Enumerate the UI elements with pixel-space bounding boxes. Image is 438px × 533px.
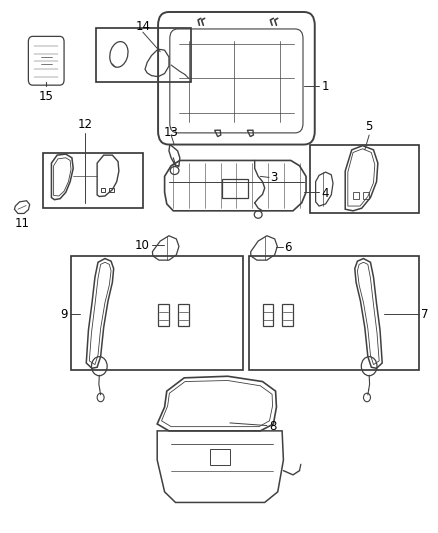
Text: 4: 4 [321, 187, 329, 200]
Text: 8: 8 [269, 420, 276, 433]
Text: 14: 14 [135, 20, 150, 33]
Text: 12: 12 [78, 118, 92, 131]
Text: 11: 11 [14, 216, 29, 230]
Text: 7: 7 [421, 308, 429, 321]
Text: 5: 5 [365, 120, 373, 133]
Text: 15: 15 [39, 90, 53, 103]
Text: 6: 6 [284, 241, 292, 254]
Text: 3: 3 [270, 171, 277, 184]
Text: 1: 1 [321, 80, 329, 93]
Text: 9: 9 [60, 308, 67, 321]
Text: 10: 10 [134, 239, 149, 252]
Text: 13: 13 [164, 126, 179, 140]
